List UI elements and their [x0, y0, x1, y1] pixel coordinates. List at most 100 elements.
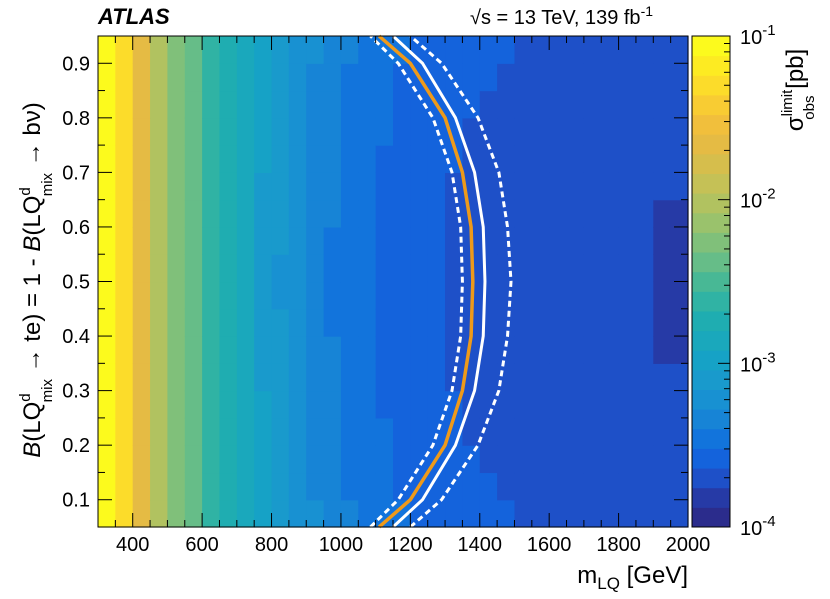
y-tick-label: 0.2	[62, 435, 90, 457]
heatmap-cell	[202, 472, 221, 501]
heatmap-cell	[184, 117, 203, 146]
heatmap-cell	[514, 172, 550, 201]
heatmap-cell	[98, 281, 116, 310]
heatmap-cell	[427, 363, 446, 392]
x-axis-ticks: 400 600 800 1000 1200 1400 1600 1800 2000	[97, 36, 711, 556]
heatmap-cell	[306, 63, 325, 92]
heatmap-cell	[393, 117, 411, 146]
heatmap-cell	[393, 172, 411, 201]
heatmap-cell	[184, 90, 203, 119]
heatmap-cell	[427, 417, 446, 446]
heatmap-cell	[462, 63, 481, 92]
heatmap-cell	[375, 117, 394, 146]
heatmap-cell	[236, 63, 255, 92]
heatmap-cell	[410, 390, 429, 419]
heatmap-cell	[445, 63, 464, 92]
heatmap-cell	[393, 445, 411, 474]
colorbar-band	[692, 94, 730, 116]
heatmap-cell	[167, 363, 186, 392]
heatmap-cell	[358, 308, 377, 337]
heatmap-cell	[150, 226, 169, 255]
heatmap-cell	[132, 472, 151, 501]
heatmap-cell	[358, 499, 377, 528]
heatmap-cell	[184, 281, 203, 310]
heatmap-cell	[427, 172, 446, 201]
heatmap-cell	[653, 172, 689, 201]
heatmap-cell	[514, 472, 550, 501]
heatmap-cell	[219, 199, 238, 228]
heatmap-cell	[393, 363, 411, 392]
heatmap-cell	[167, 226, 186, 255]
heatmap-cell	[497, 308, 516, 337]
heatmap-cell	[479, 254, 498, 283]
heatmap-cell	[254, 117, 273, 146]
heatmap-cell	[445, 281, 464, 310]
y-tick-label: 0.4	[62, 326, 90, 348]
heatmap-cell	[132, 90, 151, 119]
expected-plus-1sigma-contour	[409, 34, 513, 529]
heatmap-cell	[98, 226, 116, 255]
heatmap-cell	[150, 172, 169, 201]
heatmap-cell	[98, 145, 116, 173]
heatmap-cell	[219, 390, 238, 419]
heatmap-cell	[340, 472, 359, 501]
heatmap-cell	[323, 117, 342, 146]
heatmap-cell	[497, 90, 516, 119]
heatmap-cell	[479, 472, 498, 501]
heatmap-cell	[549, 363, 585, 392]
heatmap-cell	[323, 172, 342, 201]
heatmap-cell	[393, 417, 411, 446]
heatmap-cell	[323, 36, 342, 64]
x-tick-label: 2000	[666, 534, 711, 556]
heatmap-cell	[410, 199, 429, 228]
heatmap-cell	[219, 145, 238, 173]
heatmap-cell	[340, 199, 359, 228]
heatmap-cell	[410, 117, 429, 146]
heatmap-cell	[479, 499, 498, 528]
z-axis-title: σlimit obs [pb]	[779, 49, 818, 131]
heatmap-cell	[167, 336, 186, 364]
heatmap-cell	[115, 445, 134, 474]
heatmap-cell	[323, 145, 342, 173]
y-tick-label: 0.6	[62, 217, 90, 239]
colorbar-band	[692, 271, 730, 292]
heatmap-cell	[427, 63, 446, 92]
heatmap-cell	[583, 472, 620, 501]
heatmap-cell	[618, 90, 654, 119]
heatmap-cell	[271, 417, 290, 446]
heatmap-cell	[497, 254, 516, 283]
heatmap-cell	[202, 254, 221, 283]
heatmap-cell	[445, 226, 464, 255]
heatmap-cell	[254, 199, 273, 228]
heatmap-cell	[184, 363, 203, 392]
heatmap-cell	[271, 499, 290, 528]
heatmap-cell	[98, 36, 116, 64]
heatmap-cell	[184, 472, 203, 501]
heatmap-cell	[167, 472, 186, 501]
colorbar-band	[692, 428, 730, 449]
colorbar-band	[692, 350, 730, 371]
heatmap-cell	[514, 308, 550, 337]
heatmap-cell	[479, 199, 498, 228]
heatmap-cell	[184, 499, 203, 528]
heatmap-cell	[410, 281, 429, 310]
heatmap-cell	[271, 254, 290, 283]
heatmap-cell	[306, 472, 325, 501]
heatmap-cell	[288, 336, 307, 364]
heatmap-cell	[514, 445, 550, 474]
heatmap-cell	[288, 36, 307, 64]
heatmap-cell	[340, 336, 359, 364]
heatmap-cell	[323, 417, 342, 446]
heatmap-cell	[375, 281, 394, 310]
heatmap-cell	[375, 199, 394, 228]
heatmap-cell	[184, 254, 203, 283]
y-tick-label: 0.3	[62, 381, 90, 403]
heatmap-cell	[340, 445, 359, 474]
x-tick-label: 1000	[319, 534, 364, 556]
heatmap-cell	[462, 36, 481, 64]
heatmap-cell	[497, 63, 516, 92]
heatmap-cell	[410, 254, 429, 283]
heatmap-cell	[271, 363, 290, 392]
heatmap-cell	[583, 363, 620, 392]
heatmap-cell	[98, 417, 116, 446]
